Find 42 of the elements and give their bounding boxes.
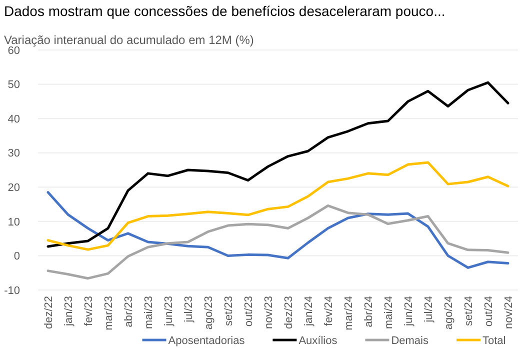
x-tick-label: jul/23 bbox=[183, 296, 195, 324]
y-tick-label: 40 bbox=[8, 113, 20, 126]
y-tick-label: 60 bbox=[8, 44, 20, 57]
line-series bbox=[46, 191, 510, 269]
x-tick-label: fev/24 bbox=[323, 296, 335, 326]
x-tick-label: set/24 bbox=[463, 296, 475, 326]
x-tick-label: mai/24 bbox=[383, 296, 395, 330]
x-tick-label: out/23 bbox=[243, 296, 255, 327]
chart-title: Dados mostram que concessões de benefícios desaceleraram pouco... bbox=[4, 3, 446, 19]
y-tick-label: 30 bbox=[8, 148, 20, 160]
x-tick-label: nov/23 bbox=[263, 296, 275, 330]
x-tick-label: mar/23 bbox=[103, 296, 115, 330]
x-tick-label: abr/24 bbox=[363, 296, 375, 328]
y-tick-label: 0 bbox=[14, 250, 20, 263]
x-tick-label: dez/23 bbox=[283, 296, 295, 330]
x-tick-label: mar/24 bbox=[343, 296, 355, 330]
y-tick-label: 50 bbox=[8, 79, 20, 92]
y-tick-label: 10 bbox=[8, 216, 20, 228]
legend-label: Aposentadorias bbox=[168, 335, 246, 347]
legend-label: Total bbox=[482, 335, 506, 347]
x-tick-label: jul/24 bbox=[423, 296, 435, 324]
legend-label: Auxílios bbox=[298, 335, 338, 347]
y-tick-label: -10 bbox=[4, 284, 20, 297]
x-tick-label: jun/23 bbox=[163, 296, 175, 327]
x-tick-label: nov/24 bbox=[503, 296, 515, 330]
line-series bbox=[46, 161, 510, 251]
line-series bbox=[46, 81, 510, 248]
x-tick-label: ago/24 bbox=[443, 296, 455, 330]
x-tick-label: jan/23 bbox=[63, 296, 75, 327]
chart-subtitle: Variação interanual do acumulado em 12M (%) bbox=[4, 33, 254, 47]
x-tick-label: abr/23 bbox=[123, 296, 135, 328]
x-tick-label: jun/24 bbox=[403, 296, 415, 327]
line-series bbox=[46, 204, 510, 280]
x-tick-label: jan/24 bbox=[303, 296, 315, 327]
x-tick-label: mai/23 bbox=[143, 296, 155, 330]
x-tick-label: dez/22 bbox=[43, 296, 55, 330]
x-tick-label: fev/23 bbox=[83, 296, 95, 326]
x-tick-label: set/23 bbox=[223, 296, 235, 326]
y-tick-label: 20 bbox=[8, 182, 20, 194]
x-tick-label: ago/23 bbox=[203, 296, 215, 330]
legend-label: Demais bbox=[391, 335, 430, 347]
x-tick-label: out/24 bbox=[483, 296, 495, 327]
